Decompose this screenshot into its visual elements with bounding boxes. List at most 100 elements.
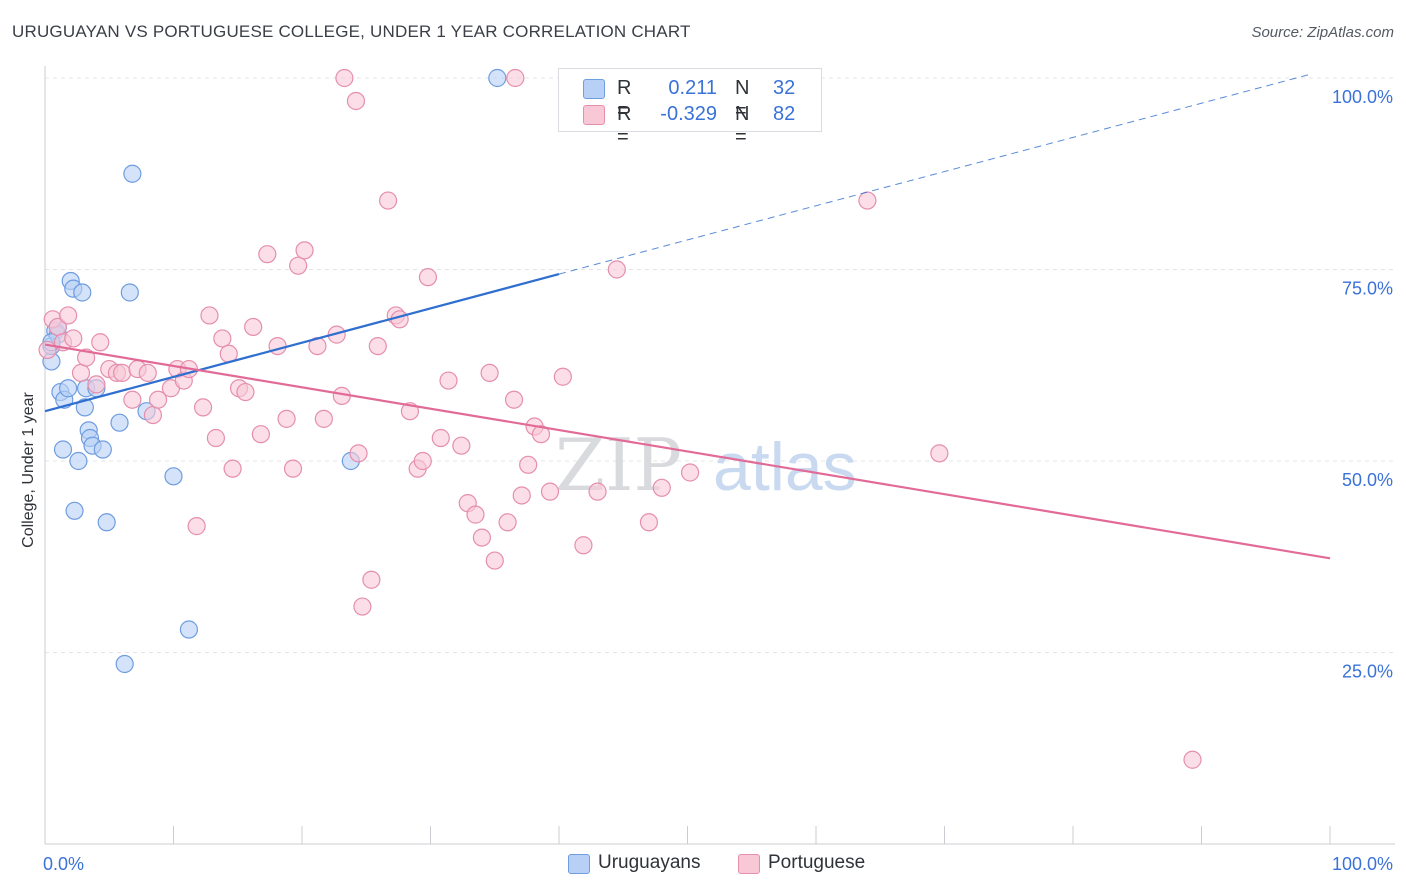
axes (44, 66, 1395, 845)
uruguayan-point (75, 398, 94, 417)
portuguese-point (418, 268, 438, 287)
y-tick-label: 50.0% (1342, 470, 1393, 490)
uruguayan-point (93, 440, 112, 459)
uruguayan-point (69, 451, 88, 471)
portuguese-point (512, 486, 531, 505)
portuguese-point (346, 91, 366, 111)
portuguese-point (519, 455, 538, 474)
uruguayan-point (53, 440, 73, 459)
y-tick-label: 75.0% (1342, 279, 1393, 299)
portuguese-point (91, 333, 110, 352)
portuguese-point (506, 68, 525, 88)
portuguese-point (639, 513, 659, 532)
series-swatch-blue (568, 854, 590, 874)
series-label-portuguese: Portuguese (768, 852, 866, 873)
portuguese-point (200, 306, 219, 325)
portuguese-point (466, 505, 485, 524)
portuguese-point (143, 405, 163, 425)
uruguayan-point (123, 164, 142, 183)
uruguayan-point (115, 654, 134, 674)
x-tick-label: 0.0% (43, 854, 84, 874)
legend-r-label: R = (617, 77, 632, 122)
portuguese-point (652, 478, 671, 497)
data-points (38, 68, 1202, 769)
series-swatch-pink (738, 854, 760, 874)
legend-r-value: -0.329 (660, 103, 717, 125)
uruguayan-trend-line (44, 273, 560, 413)
portuguese-point (283, 459, 303, 478)
portuguese-point (138, 363, 157, 383)
portuguese-point (335, 68, 354, 88)
portuguese-point (472, 528, 491, 547)
legend-n-label: N = (735, 103, 750, 148)
legend-n-value: 82 (773, 103, 796, 125)
portuguese-point (251, 425, 270, 444)
y-tick-label: 25.0% (1342, 662, 1393, 682)
portuguese-point (680, 463, 700, 482)
legend-r-label: R = (617, 103, 632, 148)
portuguese-point (236, 382, 255, 402)
y-tick-label: 100.0% (1332, 87, 1393, 107)
series-legend: Uruguayans Portuguese (0, 852, 1406, 878)
stats-legend: R = 0.211 N = 32 R = -0.329 N = 82 (558, 68, 822, 148)
portuguese-point (349, 444, 368, 463)
portuguese-point (314, 409, 333, 428)
uruguayan-point (59, 379, 78, 398)
source-label: Source: ZipAtlas.com (1251, 24, 1394, 41)
portuguese-point (244, 317, 263, 337)
trend-lines (44, 73, 1331, 560)
portuguese-point (289, 256, 308, 275)
portuguese-point (258, 245, 277, 264)
portuguese-point (268, 337, 287, 356)
portuguese-point (71, 363, 91, 383)
portuguese-point (930, 444, 949, 463)
portuguese-point (59, 306, 78, 325)
y-axis-label: College, Under 1 year (20, 392, 37, 548)
portuguese-point (531, 425, 551, 444)
portuguese-point (77, 348, 96, 367)
uruguayan-point (97, 513, 116, 532)
portuguese-point (588, 482, 607, 501)
uruguayan-trend-extension (558, 73, 1311, 275)
portuguese-point (87, 375, 106, 394)
uruguayan-point (164, 467, 183, 486)
uruguayan-point (120, 283, 139, 302)
legend-r-value: 0.211 (668, 77, 717, 99)
portuguese-point (353, 597, 372, 616)
portuguese-point (206, 428, 226, 448)
portuguese-point (187, 517, 206, 536)
legend-swatch-blue (583, 79, 605, 99)
portuguese-point (540, 482, 560, 501)
portuguese-point (480, 363, 499, 383)
portuguese-point (193, 398, 213, 417)
series-label-uruguayans: Uruguayans (598, 852, 701, 873)
tick-labels: 100.0% 75.0% 50.0% 25.0% 0.0% 100.0% (43, 87, 1393, 874)
portuguese-point (574, 536, 593, 555)
portuguese-point (213, 329, 232, 348)
portuguese-point (1183, 750, 1202, 769)
chart-title: URUGUAYAN VS PORTUGUESE COLLEGE, UNDER 1… (12, 22, 691, 41)
uruguayan-point (488, 68, 507, 88)
portuguese-point (64, 329, 83, 348)
portuguese-point (362, 570, 381, 589)
portuguese-point (277, 409, 296, 428)
portuguese-point (295, 241, 314, 260)
uruguayan-point (179, 620, 199, 639)
x-tick-label: 100.0% (1332, 854, 1393, 874)
legend-swatch-pink (583, 105, 605, 125)
portuguese-point (452, 436, 471, 455)
portuguese-point (485, 551, 504, 570)
portuguese-point (431, 428, 450, 448)
portuguese-trend-line (44, 343, 1331, 560)
portuguese-point (112, 363, 132, 383)
portuguese-point (223, 459, 242, 478)
grid (45, 77, 1395, 653)
portuguese-point (148, 390, 168, 409)
portuguese-point (378, 191, 398, 210)
portuguese-point (504, 390, 524, 409)
portuguese-point (858, 191, 877, 210)
uruguayan-point (73, 283, 92, 302)
portuguese-point (368, 337, 387, 356)
uruguayan-point (110, 413, 129, 432)
uruguayan-point (65, 501, 84, 520)
